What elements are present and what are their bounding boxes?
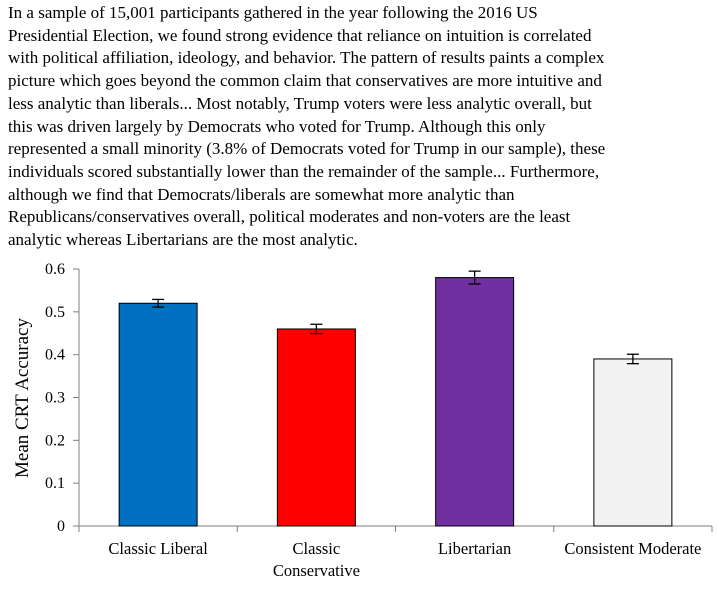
category-label: Consistent Moderate	[564, 539, 701, 558]
category-label: Classic	[293, 539, 341, 558]
quote-line: picture which goes beyond the common cla…	[8, 71, 602, 91]
quote-line: In a sample of 15,001 participants gathe…	[8, 3, 538, 22]
bar	[435, 277, 515, 527]
quote-line: Republicans/conservatives overall, polit…	[8, 207, 571, 227]
quote-line: individuals scored substantially lower t…	[8, 161, 600, 181]
y-tick-label: 0.4	[45, 347, 65, 364]
y-tick-label: 0.2	[45, 432, 65, 449]
bar-chart: Mean CRT Accuracy 0 0.1 0.2 0.3 0.4 0.5 0.6 Cl…	[12, 261, 713, 580]
quote-line: less analytic than liberals... Most nota…	[8, 93, 592, 113]
y-tick-label: 0.6	[45, 261, 65, 278]
quote-line: with political affiliation, ideology, an…	[8, 48, 605, 68]
quote-paragraph: In a sample of 15,001 participants gathe…	[8, 2, 716, 252]
quote-line: although we find that Democrats/liberals…	[8, 184, 515, 204]
quote-line: Presidential Election, we found strong e…	[8, 25, 592, 45]
category-labels: Classic Liberal Classic Conservative Libert…	[108, 539, 701, 580]
error-bar	[468, 270, 481, 285]
y-tick-label: 0.1	[45, 475, 65, 492]
y-tick-label: 0.3	[45, 390, 65, 407]
x-ticks	[78, 526, 713, 532]
y-tick-label: 0.5	[45, 304, 65, 321]
category-label: Conservative	[273, 561, 360, 580]
quote-line: represented a small minority (3.8% of De…	[8, 139, 606, 159]
y-tick-label: 0	[57, 518, 65, 535]
error-bar	[310, 323, 323, 335]
category-label: Classic Liberal	[108, 539, 208, 558]
quote-line: analytic whereas Libertarians are the mo…	[8, 230, 358, 250]
bar	[593, 358, 673, 527]
error-bar	[626, 353, 639, 365]
error-bar	[152, 298, 165, 308]
bars	[118, 277, 673, 527]
error-bars	[152, 270, 639, 365]
y-axis-label: Mean CRT Accuracy	[12, 318, 33, 478]
y-axis-title: Mean CRT Accuracy	[12, 318, 33, 478]
bar	[276, 328, 356, 527]
category-label: Libertarian	[438, 539, 511, 558]
y-ticks: 0 0.1 0.2 0.3 0.4 0.5 0.6	[45, 261, 79, 535]
bar	[118, 302, 198, 527]
quote-line: this was driven largely by Democrats who…	[8, 116, 546, 136]
